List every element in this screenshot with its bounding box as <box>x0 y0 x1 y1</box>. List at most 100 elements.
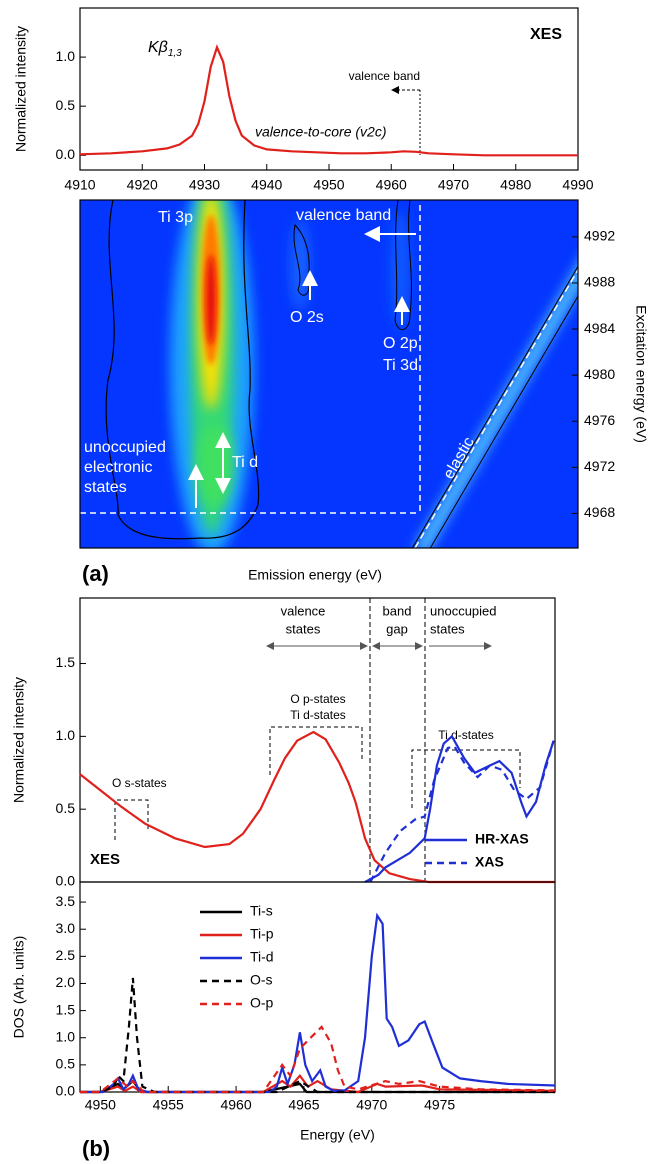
legend-label: O-s <box>250 972 273 988</box>
annotation: O 2s <box>290 309 324 326</box>
legend-label: Ti-d <box>250 949 274 965</box>
legend-label: O-p <box>250 995 274 1011</box>
y-tick-label: 4988 <box>584 274 615 290</box>
legend-label: Ti-s <box>250 903 273 919</box>
x-tick-label: 4910 <box>64 177 95 193</box>
y-tick-label: 0.0 <box>56 1083 76 1099</box>
elastic-line <box>414 264 578 548</box>
x-tick-label: 4930 <box>189 177 220 193</box>
series-line <box>364 734 555 883</box>
annotation: valence band <box>349 69 420 83</box>
contour <box>293 223 310 296</box>
annotation: Ti 3p <box>158 209 193 226</box>
x-tick-label: 4970 <box>438 177 469 193</box>
bracket <box>411 749 521 808</box>
plot-frame <box>79 881 556 1093</box>
y-tick-label: 3.5 <box>56 893 76 909</box>
series-line <box>80 977 555 1094</box>
x-tick-label: 4960 <box>376 177 407 193</box>
map-feature <box>390 210 410 330</box>
y-tick-label: 1.0 <box>56 48 76 64</box>
x-tick-label: 4960 <box>220 1097 251 1113</box>
annotation: unoccupied <box>84 439 166 456</box>
y-tick-label: 1.5 <box>56 654 76 670</box>
y-axis-label: Normalized intensity <box>11 677 27 803</box>
y-tick-label: 4992 <box>584 228 615 244</box>
elastic-guide <box>414 269 578 548</box>
series-line <box>80 912 556 1094</box>
y-tick-label: 2.0 <box>56 974 76 990</box>
panel-label: (a) <box>82 561 109 586</box>
y-axis-label: DOS (Arb. units) <box>11 936 27 1039</box>
y-tick-label: 1.0 <box>56 727 76 743</box>
annotation: Ti 3d <box>383 357 418 374</box>
y-tick-label: 1.5 <box>56 1001 76 1017</box>
y-tick-label: 4976 <box>584 412 615 428</box>
y-tick-label: 3.0 <box>56 920 76 936</box>
y-tick-label: 0.0 <box>56 146 76 162</box>
y-tick-label: 0.5 <box>56 97 76 113</box>
annotation: gap <box>386 621 408 636</box>
peak-label: Kβ1,3 <box>148 39 182 59</box>
contour <box>394 200 412 330</box>
annotation: XES <box>530 26 562 43</box>
annotation: O p-states <box>290 692 345 706</box>
legend-label: Ti-p <box>250 926 274 942</box>
annotation: band <box>383 603 412 618</box>
y-tick-label: 4968 <box>584 504 615 520</box>
x-axis-label: Emission energy (eV) <box>248 567 382 583</box>
annotation: Ti d-states <box>290 708 346 722</box>
peak-label-main: Kβ <box>148 39 168 56</box>
series-line <box>79 44 578 157</box>
x-tick-label: 4980 <box>500 177 531 193</box>
annotation: XES <box>90 851 120 868</box>
annotation: valence <box>281 603 326 618</box>
legend-label: HR-XAS <box>475 831 529 847</box>
panel-label: (b) <box>82 1136 110 1161</box>
y-tick-label: 1.0 <box>56 1028 76 1044</box>
x-tick-label: 4920 <box>127 177 158 193</box>
series-line <box>80 1025 556 1094</box>
y-tick-label: 0.5 <box>56 800 76 816</box>
annotation: states <box>286 621 321 636</box>
x-tick-label: 4975 <box>424 1097 455 1113</box>
y-tick-label: 2.5 <box>56 947 76 963</box>
plot-frame <box>79 7 579 171</box>
annotation: states <box>84 479 127 496</box>
annotation: valence-to-core (v2c) <box>255 124 387 140</box>
y-axis-label: Excitation energy (eV) <box>633 305 649 443</box>
series-line <box>80 1073 556 1094</box>
annotation: valence band <box>296 207 391 224</box>
annotation: Ti d <box>232 454 258 471</box>
map-feature <box>206 255 216 345</box>
x-tick-label: 4965 <box>288 1097 319 1113</box>
annotation: unoccupied <box>430 603 497 618</box>
annotation: O 2p <box>383 335 418 352</box>
x-tick-label: 4990 <box>562 177 593 193</box>
y-tick-label: 0.5 <box>56 1056 76 1072</box>
x-axis-label: Energy (eV) <box>300 1127 375 1143</box>
y-tick-label: 4972 <box>584 458 615 474</box>
contour <box>411 265 578 548</box>
map-background <box>80 200 578 548</box>
peak-label-sub: 1,3 <box>168 48 182 59</box>
annotation: electronic <box>84 459 152 476</box>
x-tick-label: 4950 <box>85 1097 116 1113</box>
y-axis-label: Normalized intensity <box>13 26 29 152</box>
annotation: states <box>430 621 465 636</box>
y-tick-label: 0.0 <box>56 873 76 889</box>
bracket <box>114 799 149 840</box>
x-tick-label: 4950 <box>313 177 344 193</box>
contour <box>105 200 260 540</box>
annotation: O s-states <box>112 776 167 790</box>
y-tick-label: 4984 <box>584 320 615 336</box>
rixs-map-image <box>80 200 578 548</box>
series-line <box>369 740 555 883</box>
x-tick-label: 4955 <box>153 1097 184 1113</box>
map-feature <box>290 220 310 310</box>
y-tick-label: 4980 <box>584 366 615 382</box>
bracket <box>269 726 363 775</box>
